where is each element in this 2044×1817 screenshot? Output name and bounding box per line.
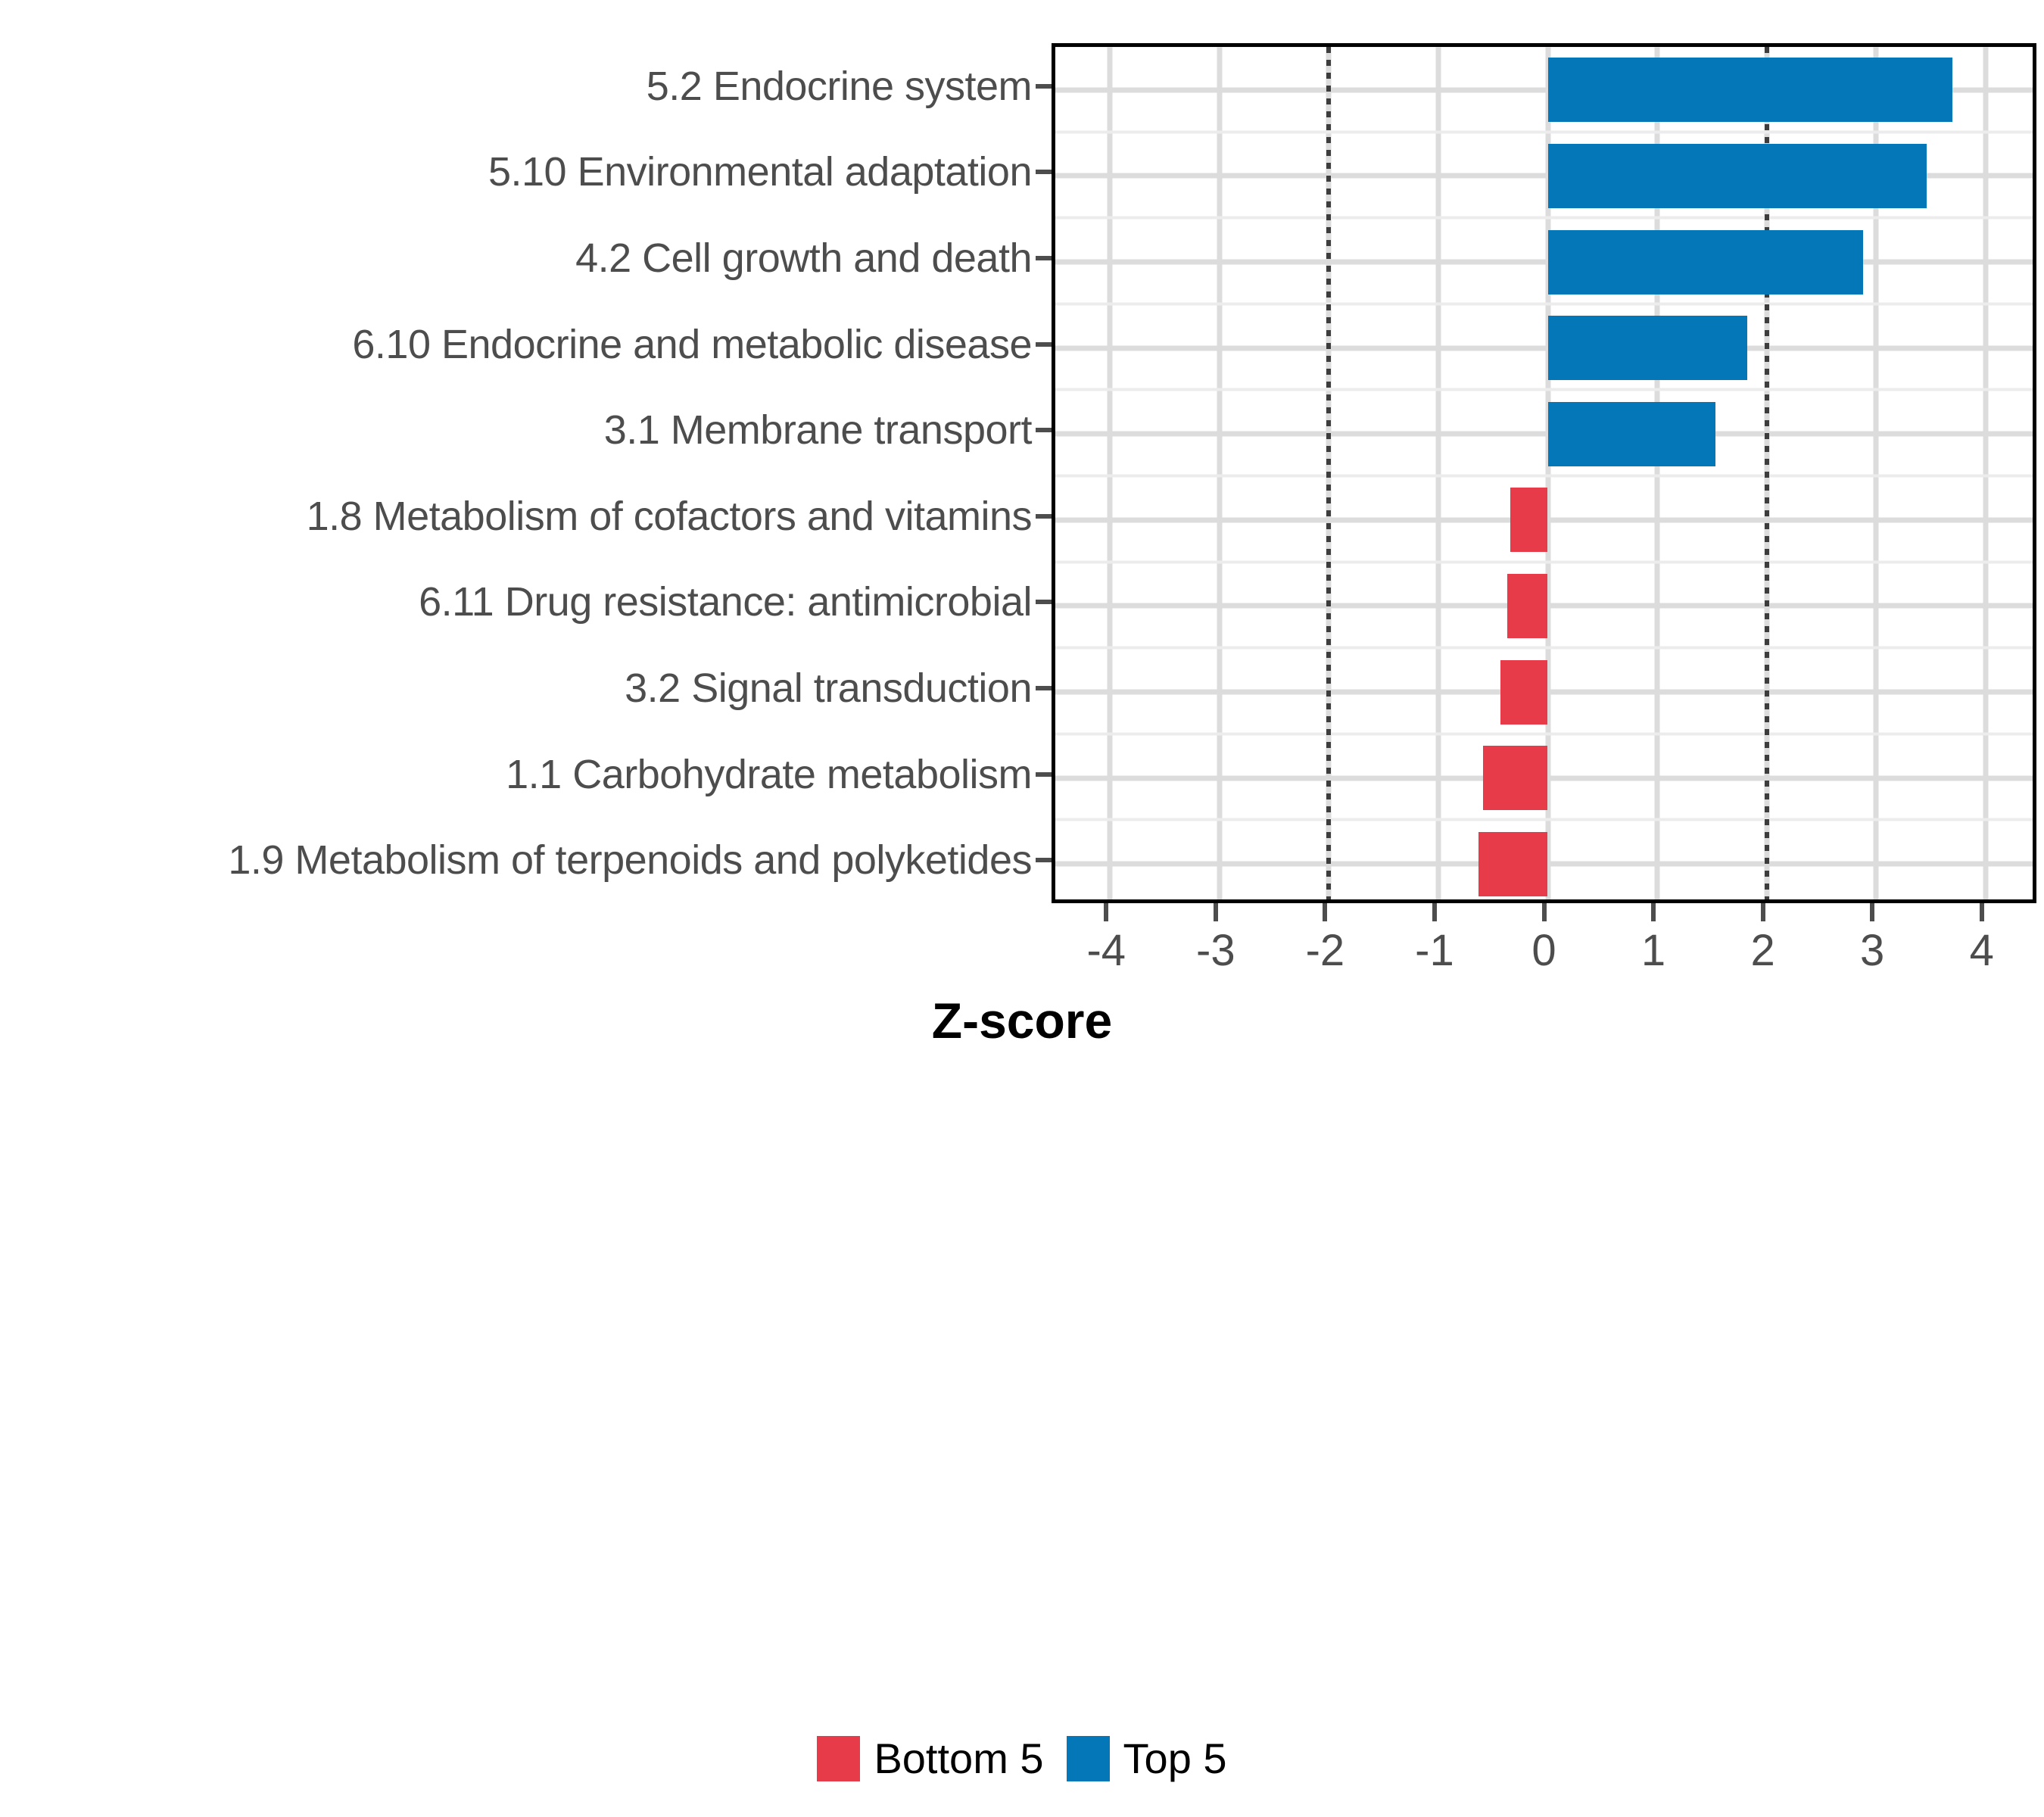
x-axis-tick-label: 1 (1640, 926, 1666, 975)
x-axis-tick-label: -1 (1415, 926, 1454, 975)
x-axis-tick-mark (1651, 903, 1656, 921)
gridline-horizontal-minor (1055, 130, 2033, 134)
x-axis-tick-mark (1870, 903, 1875, 921)
y-axis-tick-mark (1036, 513, 1052, 519)
bar[interactable] (1478, 831, 1548, 896)
gridline-horizontal-major (1055, 259, 2033, 265)
bar[interactable] (1483, 746, 1548, 811)
bar[interactable] (1547, 58, 1953, 123)
gridline-horizontal-major (1055, 87, 2033, 93)
gridline-horizontal-minor (1055, 560, 2033, 564)
gridline-horizontal-minor (1055, 302, 2033, 306)
gridline-horizontal-major (1055, 431, 2033, 437)
y-axis-tick-mark (1036, 83, 1052, 89)
x-axis-tick-label: -4 (1086, 926, 1126, 975)
x-axis-tick-label: -2 (1305, 926, 1345, 975)
reference-line (1326, 47, 1332, 899)
y-axis-tick-label: 1.1 Carbohydrate metabolism (506, 751, 1032, 797)
y-axis-tick-label: 4.2 Cell growth and death (575, 235, 1032, 281)
y-axis-tick-label: 3.1 Membrane transport (603, 407, 1033, 453)
y-axis-tick-mark (1036, 858, 1052, 863)
legend-label: Top 5 (1123, 1734, 1227, 1782)
chart-legend: Bottom 5 Top 5 (0, 1736, 2044, 1781)
y-axis-tick-mark (1036, 170, 1052, 175)
y-axis-tick-label: 1.8 Metabolism of cofactors and vitamins (306, 493, 1033, 539)
x-axis-tick-mark (1979, 903, 1984, 921)
bar[interactable] (1510, 488, 1548, 553)
legend-swatch (1066, 1736, 1110, 1781)
x-axis-tick-label: 4 (1969, 926, 1994, 975)
gridline-horizontal-minor (1055, 646, 2033, 650)
y-axis-tick-mark (1036, 256, 1052, 260)
gridline-horizontal-major (1055, 345, 2033, 351)
gridline-vertical-major (1873, 47, 1879, 899)
y-axis-tick-label: 6.11 Drug resistance: antimicrobial (419, 579, 1032, 625)
x-axis-tick-label: 2 (1750, 926, 1775, 975)
y-axis-tick-label: 5.2 Endocrine system (646, 63, 1033, 109)
gridline-vertical-major (1217, 47, 1223, 899)
x-axis-tick-label: 3 (1860, 926, 1885, 975)
gridline-vertical-major (1654, 47, 1660, 899)
bar[interactable] (1500, 659, 1548, 725)
x-axis-tick-label: -3 (1196, 926, 1235, 975)
gridline-horizontal-minor (1055, 474, 2033, 478)
gridline-vertical-major (1435, 47, 1441, 899)
x-axis-title: Z-score (931, 993, 1113, 1049)
gridline-horizontal-minor (1055, 47, 2033, 48)
gridline-horizontal-minor (1055, 818, 2033, 821)
reference-line (1764, 47, 1769, 899)
bar[interactable] (1547, 229, 1863, 295)
y-axis-tick-mark (1036, 428, 1052, 433)
y-axis-tick-label: 3.2 Signal transduction (625, 665, 1032, 711)
gridline-vertical-major (1107, 47, 1113, 899)
y-axis-tick-mark (1036, 600, 1052, 605)
x-axis-tick-mark (1104, 903, 1109, 921)
y-axis-tick-mark (1036, 771, 1052, 777)
y-axis-tick-mark (1036, 686, 1052, 690)
gridline-horizontal-minor (1055, 216, 2033, 220)
bar[interactable] (1507, 573, 1548, 638)
gridline-vertical-major (1983, 47, 1989, 899)
x-axis-tick-mark (1760, 903, 1765, 921)
bar[interactable] (1547, 143, 1927, 208)
legend-swatch (817, 1736, 861, 1781)
y-axis-tick-label: 1.9 Metabolism of terpenoids and polyket… (228, 837, 1032, 884)
gridline-horizontal-major (1055, 173, 2033, 179)
x-axis-tick-label: 0 (1531, 926, 1556, 975)
legend-item[interactable]: Top 5 (1066, 1734, 1227, 1782)
gridline-vertical-major (1545, 47, 1550, 899)
gridline-horizontal-minor (1055, 388, 2033, 391)
x-axis-tick-mark (1213, 903, 1218, 921)
x-axis-tick-mark (1432, 903, 1437, 921)
legend-item[interactable]: Bottom 5 (817, 1734, 1044, 1782)
x-axis-tick-mark (1541, 903, 1547, 921)
y-axis-tick-label: 6.10 Endocrine and metabolic disease (352, 321, 1032, 367)
y-axis-tick-label: 5.10 Environmental adaptation (488, 149, 1033, 195)
gridline-horizontal-minor (1055, 732, 2033, 736)
plot-panel (1052, 43, 2036, 903)
bar[interactable] (1547, 316, 1747, 381)
y-axis-tick-mark (1036, 341, 1052, 347)
bar[interactable] (1547, 401, 1715, 466)
x-axis-tick-mark (1323, 903, 1328, 921)
legend-label: Bottom 5 (874, 1734, 1044, 1782)
